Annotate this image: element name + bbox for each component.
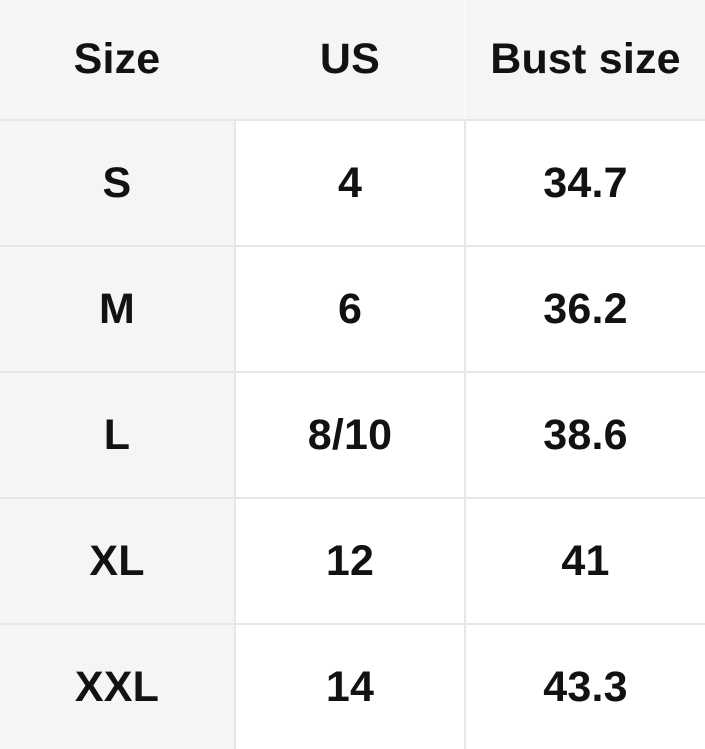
header-cell-bust-size: Bust size bbox=[466, 0, 705, 119]
cell-size-label: L bbox=[0, 373, 234, 497]
cell-bust-size: 38.6 bbox=[466, 373, 705, 497]
header-cell-us: US bbox=[234, 0, 466, 119]
table-row: XXL 14 43.3 bbox=[0, 623, 705, 749]
cell-bust-size: 34.7 bbox=[466, 121, 705, 245]
table-row: M 6 36.2 bbox=[0, 245, 705, 371]
cell-size-label: XXL bbox=[0, 625, 234, 749]
cell-us-size: 4 bbox=[234, 121, 466, 245]
cell-size-label: S bbox=[0, 121, 234, 245]
size-chart-header-row: Size US Bust size bbox=[0, 0, 705, 119]
cell-us-size: 6 bbox=[234, 247, 466, 371]
table-row: L 8/10 38.6 bbox=[0, 371, 705, 497]
cell-bust-size: 36.2 bbox=[466, 247, 705, 371]
cell-size-label: M bbox=[0, 247, 234, 371]
cell-size-label: XL bbox=[0, 499, 234, 623]
header-cell-size: Size bbox=[0, 0, 234, 119]
table-row: XL 12 41 bbox=[0, 497, 705, 623]
cell-bust-size: 41 bbox=[466, 499, 705, 623]
table-row: S 4 34.7 bbox=[0, 119, 705, 245]
cell-us-size: 12 bbox=[234, 499, 466, 623]
cell-bust-size: 43.3 bbox=[466, 625, 705, 749]
cell-us-size: 8/10 bbox=[234, 373, 466, 497]
cell-us-size: 14 bbox=[234, 625, 466, 749]
